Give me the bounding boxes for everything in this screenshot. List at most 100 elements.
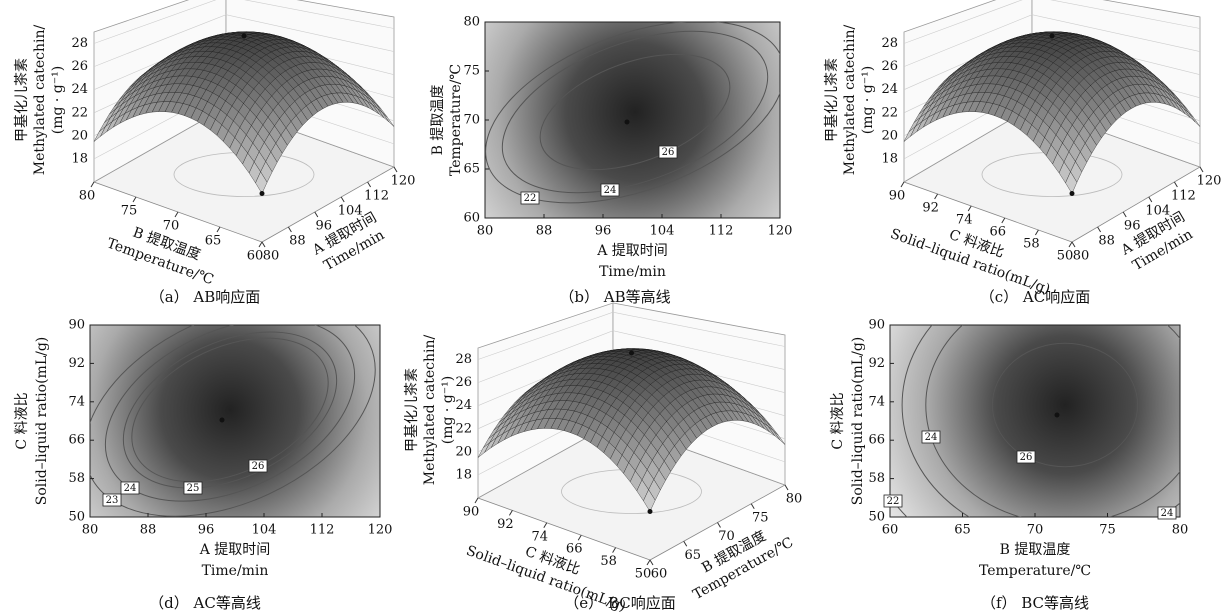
y-tick-label: 80 bbox=[79, 189, 96, 204]
axis-title: (mg · g⁻¹) bbox=[860, 66, 876, 134]
x-tick-label: 80 bbox=[477, 224, 494, 239]
contour-label: 24 bbox=[124, 483, 137, 494]
contour-label-box bbox=[600, 183, 620, 197]
contour-label-box bbox=[183, 481, 203, 495]
tick-mark bbox=[543, 522, 548, 529]
grid-line bbox=[477, 330, 786, 383]
tick-mark bbox=[314, 211, 319, 218]
corner-marker bbox=[647, 509, 653, 515]
plot-area bbox=[889, 324, 1181, 518]
tick-mark bbox=[646, 559, 651, 566]
x-tick-label: 88 bbox=[536, 224, 553, 239]
tick-mark bbox=[508, 510, 513, 516]
x-tick-label: 104 bbox=[1145, 204, 1170, 219]
x-tick-label: 96 bbox=[1124, 219, 1141, 234]
contour-label-box bbox=[921, 430, 941, 444]
y-tick-label: 90 bbox=[463, 505, 480, 520]
y-tick-label: 58 bbox=[600, 554, 617, 569]
tick-mark bbox=[1199, 166, 1204, 173]
x-tick-label: 120 bbox=[368, 523, 393, 538]
x-tick-label: 70 bbox=[718, 529, 735, 544]
contour-label-box bbox=[883, 494, 903, 508]
contour-label: 24 bbox=[925, 432, 938, 443]
x-tick-label: 104 bbox=[338, 204, 363, 219]
x-tick-label: 75 bbox=[752, 510, 769, 525]
tick-mark bbox=[1071, 241, 1076, 248]
y-tick-label: 65 bbox=[463, 162, 480, 177]
axis-title: Methylated catechin/ bbox=[32, 24, 48, 175]
y-tick-label: 50 bbox=[868, 510, 885, 525]
x-tick-label: 120 bbox=[391, 174, 416, 189]
x-tick-label: 112 bbox=[1171, 189, 1196, 204]
contours bbox=[485, 22, 780, 204]
surface bbox=[477, 348, 786, 512]
y-tick-label: 66 bbox=[68, 433, 85, 448]
plot-area bbox=[484, 21, 781, 219]
x-tick-label: 60 bbox=[651, 567, 668, 582]
x-tick-label: 88 bbox=[1098, 234, 1115, 249]
contour-label-box bbox=[102, 493, 122, 507]
x-tick-label: 96 bbox=[198, 523, 215, 538]
axis-title: Methylated catechin/ bbox=[422, 334, 438, 485]
z-tick-label: 26 bbox=[455, 375, 472, 390]
z-tick-label: 24 bbox=[881, 82, 898, 97]
tick-mark bbox=[1097, 226, 1102, 233]
axis-title: Methylated catechin/ bbox=[842, 24, 858, 175]
axis-title: Solid–liquid ratio(mL/g) bbox=[34, 337, 50, 506]
contour-line bbox=[539, 53, 731, 171]
tick-mark bbox=[1148, 196, 1153, 203]
axis-title: Time/min bbox=[202, 563, 269, 579]
tick-mark bbox=[174, 211, 179, 218]
contour-label: 26 bbox=[252, 461, 265, 472]
x-tick-label: 104 bbox=[252, 523, 277, 538]
grid-line bbox=[903, 14, 1201, 67]
contour-label-box bbox=[120, 481, 140, 495]
caption: （a） AB响应面 bbox=[150, 288, 261, 306]
z-tick-label: 24 bbox=[71, 82, 88, 97]
tick-mark bbox=[1122, 211, 1127, 218]
center-marker bbox=[1054, 412, 1060, 418]
surface bbox=[93, 31, 395, 194]
axis-title: B 提取温度 bbox=[430, 85, 446, 156]
y-tick-label: 90 bbox=[868, 318, 885, 333]
y-tick-label: 92 bbox=[922, 201, 939, 216]
z-tick-label: 20 bbox=[881, 128, 898, 143]
caption: （b） AB等高线 bbox=[559, 288, 670, 306]
caption: （e） BC响应面 bbox=[564, 594, 675, 612]
caption: （c） AC响应面 bbox=[980, 288, 1090, 306]
z-tick-label: 26 bbox=[881, 59, 898, 74]
y-tick-label: 74 bbox=[532, 529, 549, 544]
contour-line bbox=[925, 325, 1180, 517]
grid-line bbox=[477, 348, 786, 406]
tick-mark bbox=[900, 181, 905, 188]
x-tick-label: 112 bbox=[310, 523, 335, 538]
tick-mark bbox=[367, 181, 372, 188]
x-tick-label: 80 bbox=[1172, 523, 1189, 538]
grid-line bbox=[903, 0, 1201, 44]
z-tick-label: 22 bbox=[455, 421, 472, 436]
contour-line bbox=[485, 22, 780, 204]
z-tick-label: 28 bbox=[455, 352, 472, 367]
y-tick-label: 58 bbox=[68, 471, 85, 486]
tick-mark bbox=[393, 166, 398, 173]
y-tick-label: 66 bbox=[868, 433, 885, 448]
axis-title: Temperature/℃ bbox=[448, 64, 464, 176]
tick-mark bbox=[717, 522, 721, 528]
axis-title: (mg · g⁻¹) bbox=[50, 66, 66, 134]
contour-label-box bbox=[1016, 450, 1036, 464]
y-tick-label: 90 bbox=[68, 318, 85, 333]
x-tick-label: 65 bbox=[954, 523, 971, 538]
contour-label: 22 bbox=[524, 193, 537, 204]
y-tick-label: 65 bbox=[205, 234, 222, 249]
y-tick-label: 92 bbox=[68, 356, 85, 371]
tick-mark bbox=[784, 484, 789, 491]
tick-mark bbox=[934, 193, 939, 200]
contour-line bbox=[104, 325, 356, 502]
tick-mark bbox=[750, 503, 755, 510]
contour-label: 23 bbox=[106, 495, 119, 506]
grid-line bbox=[93, 14, 395, 67]
z-tick-label: 28 bbox=[71, 36, 88, 51]
z-tick-label: 18 bbox=[881, 151, 898, 166]
surface bbox=[903, 31, 1201, 194]
